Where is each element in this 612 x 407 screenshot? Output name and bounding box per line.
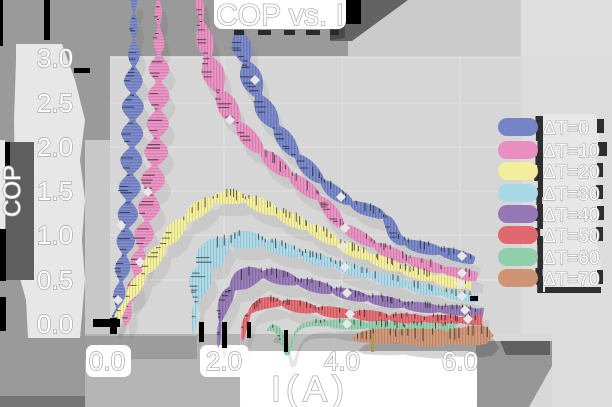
svg-text:1.5: 1.5 [37,176,73,206]
svg-text:I(A): I(A) [271,368,349,407]
svg-text:ΔT=20: ΔT=20 [543,162,600,183]
svg-text:2.0: 2.0 [206,346,242,376]
svg-text:2.5: 2.5 [37,88,73,118]
svg-text:0.5: 0.5 [37,265,73,295]
svg-text:2.0: 2.0 [37,132,73,162]
svg-text:ΔT=50: ΔT=50 [543,226,600,247]
svg-text:ΔT=60: ΔT=60 [543,248,600,269]
svg-text:3.0: 3.0 [37,43,73,73]
svg-text:ΔT=40: ΔT=40 [543,205,600,226]
svg-text:0.0: 0.0 [89,346,125,376]
svg-text:ΔT=10: ΔT=10 [543,141,600,162]
svg-text:ΔT=70: ΔT=70 [543,269,600,290]
svg-text:COP vs. I: COP vs. I [216,0,344,32]
svg-text:COP: COP [0,165,26,217]
svg-text:6.0: 6.0 [442,346,478,376]
svg-text:0.0: 0.0 [37,309,73,339]
svg-text:4.0: 4.0 [324,346,360,376]
svg-text:ΔT=0: ΔT=0 [543,118,589,139]
svg-text:ΔT=30: ΔT=30 [543,184,600,205]
svg-text:1.0: 1.0 [37,220,73,250]
